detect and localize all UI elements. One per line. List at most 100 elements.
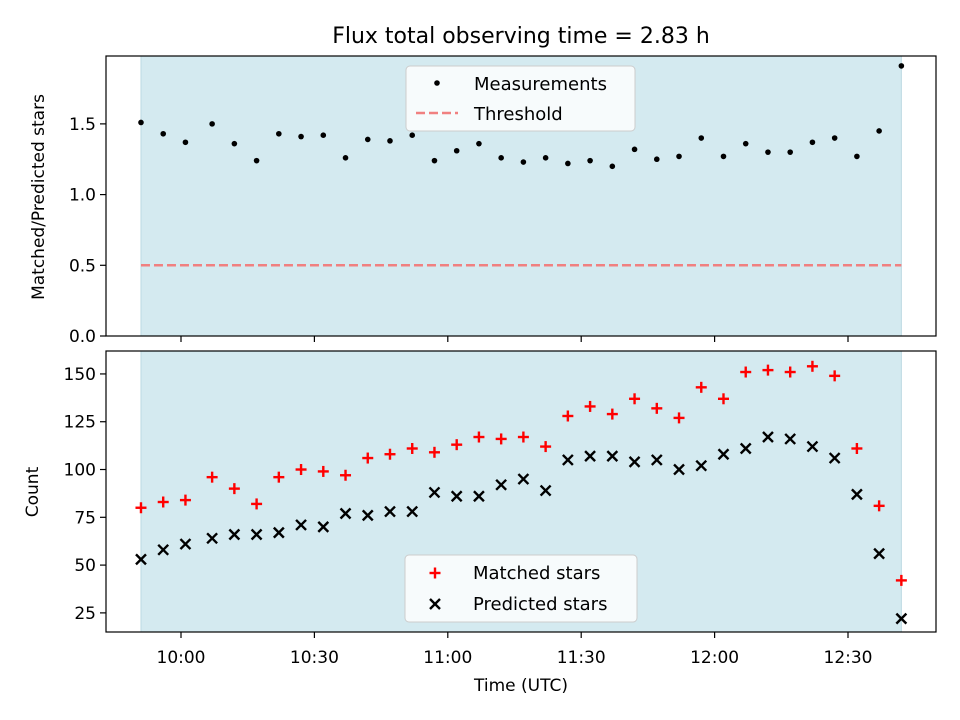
x-tick-label: 11:30: [557, 648, 606, 668]
y-tick-label: 125: [64, 413, 96, 433]
measurement-point: [676, 153, 682, 160]
count-legend-box: [404, 554, 638, 623]
legend-label-predicted: Predicted stars: [473, 594, 607, 615]
ratio-y-axis-label: Matched/Predicted stars: [29, 94, 49, 300]
measurement-point: [565, 160, 571, 167]
measurement-point: [854, 153, 860, 160]
matched-star-point: [157, 496, 169, 508]
matched-star-point: [673, 412, 685, 424]
matched-star-point: [295, 464, 307, 476]
matched-star-point: [317, 465, 329, 477]
y-tick-label: 150: [64, 365, 96, 385]
measurement-point: [520, 159, 527, 165]
measurement-point: [182, 139, 189, 146]
predicted-star-point: [650, 454, 663, 466]
predicted-star-point: [495, 478, 508, 491]
y-tick-label: 1.5: [69, 115, 96, 135]
legend-label-matched: Matched stars: [473, 563, 600, 584]
x-tick-label: 10:00: [157, 648, 206, 668]
matched-star-point: [695, 381, 707, 393]
matched-star-point: [135, 502, 147, 514]
y-tick-label: 75: [74, 508, 96, 528]
measurement-point: [138, 119, 144, 126]
measurement-point: [765, 149, 771, 155]
predicted-star-point: [135, 553, 147, 566]
legend-marker-predicted: [429, 598, 441, 610]
measurement-point: [387, 138, 393, 144]
predicted-star-point: [228, 528, 241, 541]
predicted-star-point: [517, 473, 530, 485]
matched-star-point: [362, 452, 374, 464]
predicted-star-point: [272, 526, 285, 539]
x-tick-label: 11:00: [423, 648, 472, 668]
ratio-y-ticks: 0.0 0.5 1.0 1.5: [69, 115, 106, 347]
ratio-axes-frame: [105, 55, 937, 337]
predicted-star-point: [317, 521, 330, 533]
matched-star-point: [740, 366, 752, 378]
ratio-x-ticks: [180, 336, 849, 342]
matched-star-point: [851, 442, 863, 454]
matched-star-point: [495, 433, 507, 445]
predicted-star-point: [179, 538, 192, 550]
x-tick-label: 12:00: [690, 648, 739, 668]
matched-star-point: [451, 439, 463, 451]
matched-star-point: [540, 441, 552, 453]
predicted-star-point: [851, 488, 863, 501]
predicted-star-point: [717, 448, 730, 461]
measurement-point: [298, 133, 304, 140]
ratio-legend-box: [405, 65, 636, 132]
y-tick-label: 0.5: [69, 256, 96, 276]
x-axis-label: Time (UTC): [473, 676, 568, 696]
matched-star-point: [873, 500, 885, 512]
legend-marker-matched: [429, 567, 441, 579]
predicted-star-point: [384, 505, 396, 518]
x-tick-label: 10:30: [290, 648, 339, 668]
matched-star-point: [340, 469, 352, 481]
measurement-point: [409, 132, 416, 138]
matched-star-point: [829, 370, 841, 382]
x-tick-label: 12:30: [824, 648, 873, 668]
predicted-star-point: [539, 484, 552, 497]
predicted-star-point: [339, 507, 352, 520]
measurement-point: [787, 149, 793, 155]
matched-star-point: [629, 393, 641, 405]
matched-star-point: [406, 442, 418, 454]
y-tick-label: 0.0: [69, 327, 96, 347]
ratio-panel: 0.0 0.5 1.0 1.5 Matched/Predicted stars Mea…: [29, 55, 937, 347]
predicted-star-point: [250, 528, 263, 541]
measurement-point: [720, 153, 727, 160]
count-axes-frame: [105, 350, 937, 633]
measurement-point: [498, 155, 504, 161]
matched-star-point: [717, 393, 729, 405]
ratio-points: [138, 63, 905, 170]
predicted-star-point: [584, 450, 596, 462]
measurement-point: [587, 157, 593, 164]
predicted-star-point: [873, 547, 885, 560]
predicted-star-point: [428, 486, 441, 499]
measurement-point: [209, 121, 215, 127]
matched-points: [135, 360, 907, 586]
predicted-star-point: [157, 543, 170, 556]
matched-star-point: [273, 471, 285, 483]
count-y-ticks: 25 50 75 100 125 150: [64, 365, 106, 624]
measurement-point: [453, 147, 460, 154]
predicted-star-point: [784, 433, 797, 445]
matched-star-point: [473, 431, 485, 443]
legend-marker-measurements: [434, 80, 440, 86]
predicted-star-point: [806, 440, 819, 453]
y-tick-label: 25: [74, 604, 96, 624]
matched-star-point: [606, 408, 618, 420]
matched-star-point: [895, 574, 907, 586]
matched-star-point: [762, 364, 774, 376]
predicted-star-point: [295, 519, 307, 531]
predicted-star-point: [673, 463, 685, 476]
predicted-star-point: [450, 490, 463, 503]
matched-star-point: [806, 360, 818, 372]
measurement-point: [698, 135, 705, 141]
predicted-star-point: [762, 431, 774, 443]
matched-star-point: [228, 483, 240, 495]
matched-star-point: [517, 431, 529, 443]
measurement-point: [831, 135, 838, 141]
measurement-point: [320, 132, 327, 138]
